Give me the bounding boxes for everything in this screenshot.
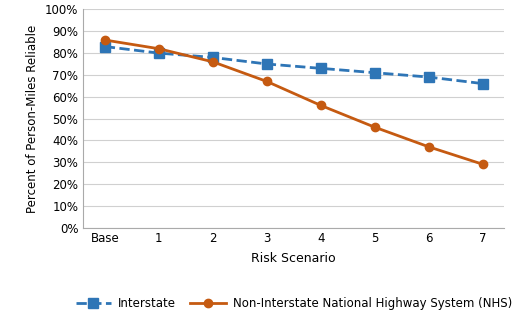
X-axis label: Risk Scenario: Risk Scenario (252, 252, 336, 265)
Y-axis label: Percent of Person-Miles Reliable: Percent of Person-Miles Reliable (27, 24, 40, 213)
Legend: Interstate, Non-Interstate National Highway System (NHS): Interstate, Non-Interstate National High… (71, 292, 517, 315)
